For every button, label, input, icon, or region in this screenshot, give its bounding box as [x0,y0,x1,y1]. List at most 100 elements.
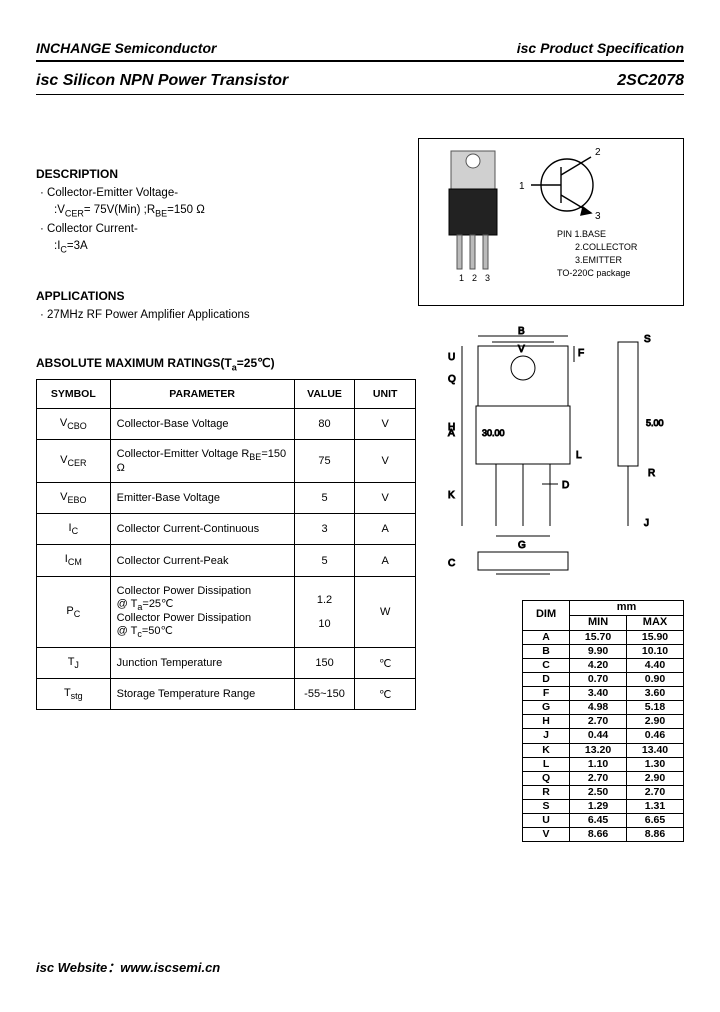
dimensions-table: DIMmm MINMAX A15.7015.90B9.9010.10C4.204… [522,600,684,842]
dim-min: 2.50 [570,785,627,799]
rating-unit: V [355,483,416,514]
svg-text:K: K [448,490,455,501]
rating-value: 150 [294,648,355,679]
rating-unit: V [355,408,416,439]
dim-max: 10.10 [627,644,684,658]
svg-text:B: B [518,326,525,337]
rating-value: 5 [294,483,355,514]
rating-symbol: VEBO [37,483,111,514]
dim-max: 1.31 [627,800,684,814]
svg-text:F: F [578,348,584,359]
dim-min: 8.66 [570,828,627,842]
dim-sym: L [523,757,570,771]
rating-symbol: ICM [37,545,111,576]
dim-max: 5.18 [627,701,684,715]
svg-text:3: 3 [485,273,490,283]
svg-text:5.00: 5.00 [646,418,664,428]
rating-unit: V [355,439,416,482]
divider-title [36,94,684,95]
svg-text:30.00: 30.00 [482,428,505,438]
dim-min: 3.40 [570,687,627,701]
dim-sym: K [523,743,570,757]
svg-text:U: U [448,352,455,363]
title-row: isc Silicon NPN Power Transistor 2SC2078 [36,72,684,92]
footer: isc Website：www.iscsemi.cn [36,957,220,976]
rating-param: Junction Temperature [110,648,294,679]
ratings-table: SYMBOL PARAMETER VALUE UNIT VCBOCollecto… [36,379,416,711]
dim-min: 6.45 [570,814,627,828]
component-image: 1 2 3 [433,147,513,279]
rating-value: 75 [294,439,355,482]
header-left: INCHANGE Semiconductor [36,40,216,56]
mechanical-drawing: B V F A U Q H 30.00 K D G L C S J R 5.00 [418,326,684,594]
dim-max: 3.60 [627,687,684,701]
rating-unit: ℃ [355,648,416,679]
dim-min: 2.70 [570,771,627,785]
rating-param: Emitter-Base Voltage [110,483,294,514]
svg-text:PIN 1.BASE: PIN 1.BASE [557,229,606,239]
svg-text:3.EMITTER: 3.EMITTER [575,255,623,265]
dim-max: 0.46 [627,729,684,743]
dim-max: 8.86 [627,828,684,842]
rating-param: Collector-Emitter Voltage RBE=150 Ω [110,439,294,482]
svg-text:Q: Q [448,374,456,385]
dim-min: 4.98 [570,701,627,715]
rating-param: Collector Power Dissipation@ Ta=25℃Colle… [110,576,294,647]
svg-text:C: C [448,558,455,569]
dim-sym: D [523,672,570,686]
col-parameter: PARAMETER [110,379,294,408]
dim-max: 1.30 [627,757,684,771]
divider-top [36,60,684,62]
svg-text:2.COLLECTOR: 2.COLLECTOR [575,242,638,252]
rating-param: Storage Temperature Range [110,679,294,710]
dim-min: 0.70 [570,672,627,686]
dim-sym: F [523,687,570,701]
svg-text:S: S [644,334,651,345]
col-symbol: SYMBOL [37,379,111,408]
dim-min: 9.90 [570,644,627,658]
dim-min: 0.44 [570,729,627,743]
rating-param: Collector Current-Peak [110,545,294,576]
dim-max: 2.70 [627,785,684,799]
rating-value: -55~150 [294,679,355,710]
dim-sym: U [523,814,570,828]
header-top: INCHANGE Semiconductor isc Product Speci… [36,40,684,58]
dim-sym: R [523,785,570,799]
svg-text:1: 1 [459,273,464,283]
svg-text:J: J [644,518,649,529]
rating-symbol: TJ [37,648,111,679]
col-value: VALUE [294,379,355,408]
rating-unit: A [355,545,416,576]
dim-max: 0.90 [627,672,684,686]
svg-text:G: G [518,540,526,551]
dim-sym: V [523,828,570,842]
rating-param: Collector-Base Voltage [110,408,294,439]
dim-max: 13.40 [627,743,684,757]
dim-sym: A [523,630,570,644]
dim-sym: S [523,800,570,814]
svg-text:TO-220C package: TO-220C package [557,268,630,278]
svg-text:L: L [576,450,582,461]
header-right: isc Product Specification [517,40,684,56]
rating-unit: W [355,576,416,647]
dim-sym: G [523,701,570,715]
dim-min: 2.70 [570,715,627,729]
title-left: isc Silicon NPN Power Transistor [36,72,288,90]
package-box: 1 2 3 1 2 3 PIN 1.BASE 2.COLLECTOR 3.EMI… [418,138,684,306]
svg-text:3: 3 [595,211,601,222]
svg-text:H: H [448,422,455,433]
rating-value: 5 [294,545,355,576]
rating-symbol: Tstg [37,679,111,710]
dim-max: 2.90 [627,771,684,785]
rating-symbol: VCBO [37,408,111,439]
svg-text:2: 2 [595,147,601,158]
dim-min: 15.70 [570,630,627,644]
transistor-symbol: 1 2 3 PIN 1.BASE 2.COLLECTOR 3.EMITTER T… [513,145,673,293]
svg-text:V: V [518,344,525,355]
rating-value: 1.210 [294,576,355,647]
rating-symbol: IC [37,514,111,545]
rating-symbol: PC [37,576,111,647]
svg-text:2: 2 [472,273,477,283]
app-line1: · 27MHz RF Power Amplifier Applications [40,307,684,324]
col-unit: UNIT [355,379,416,408]
